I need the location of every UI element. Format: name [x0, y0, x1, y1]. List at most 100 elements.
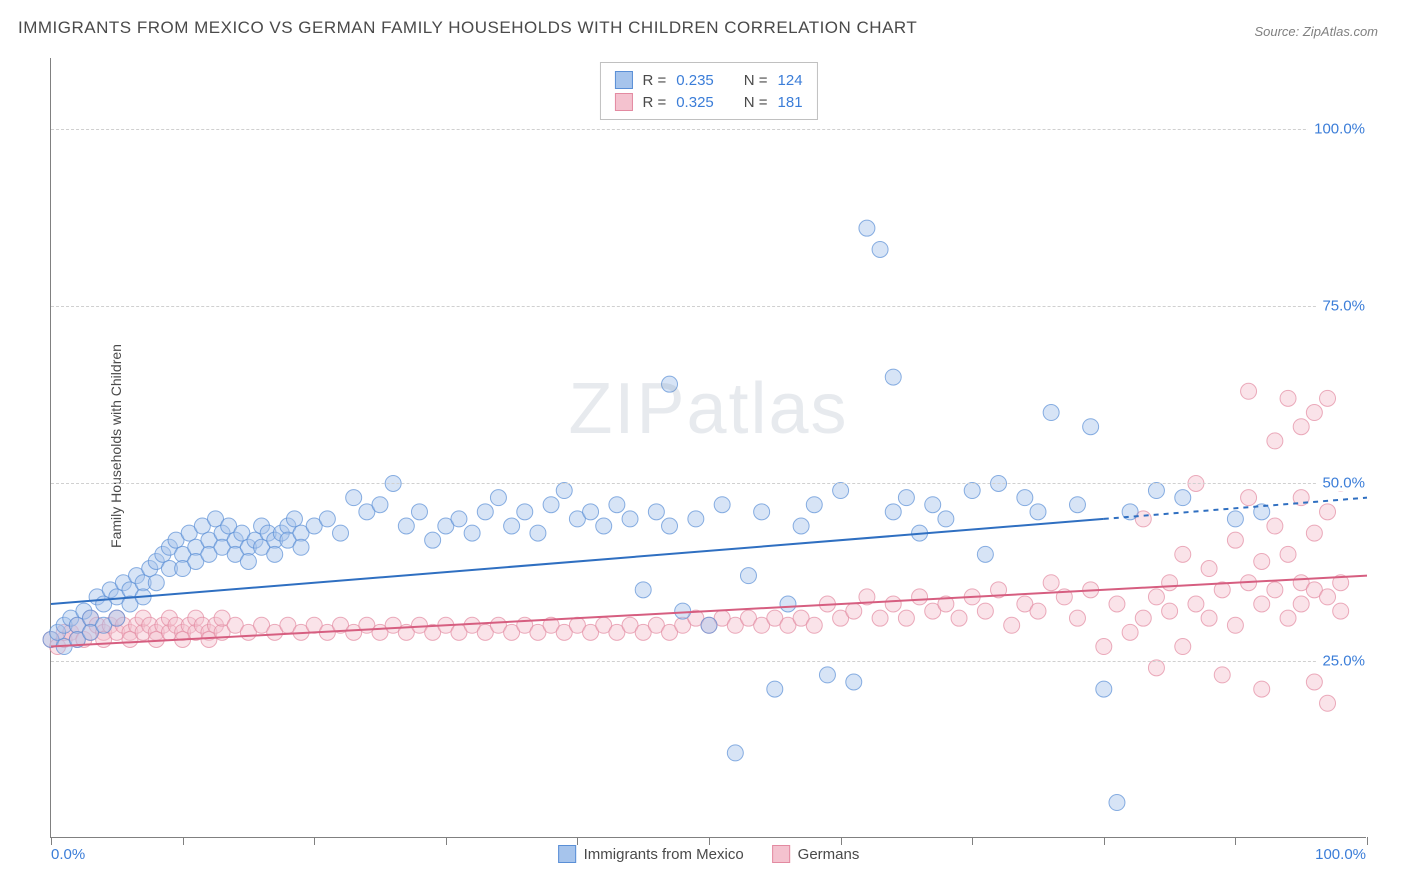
scatter-point: [1306, 525, 1322, 541]
scatter-point: [1227, 617, 1243, 633]
scatter-point: [1148, 483, 1164, 499]
scatter-point: [1254, 681, 1270, 697]
scatter-point: [596, 518, 612, 534]
y-tick-label: 25.0%: [1316, 652, 1371, 669]
x-tick: [183, 837, 184, 845]
scatter-point: [648, 504, 664, 520]
scatter-point: [1162, 603, 1178, 619]
scatter-point: [885, 504, 901, 520]
x-tick: [972, 837, 973, 845]
scatter-point: [872, 241, 888, 257]
scatter-point: [1227, 511, 1243, 527]
scatter-point: [846, 674, 862, 690]
scatter-point: [293, 539, 309, 555]
scatter-point: [1280, 546, 1296, 562]
scatter-point: [1188, 596, 1204, 612]
scatter-point: [1320, 695, 1336, 711]
legend-item-label-1: Germans: [798, 846, 860, 863]
n-label: N =: [744, 94, 768, 111]
scatter-point: [411, 504, 427, 520]
correlation-legend: R = 0.235 N = 124 R = 0.325 N = 181: [599, 62, 817, 120]
x-tick: [1104, 837, 1105, 845]
r-value-1: 0.325: [676, 94, 714, 111]
scatter-point: [662, 376, 678, 392]
gridline: [51, 306, 1366, 307]
scatter-point: [701, 617, 717, 633]
scatter-point: [425, 532, 441, 548]
scatter-point: [1148, 660, 1164, 676]
scatter-point: [1069, 610, 1085, 626]
scatter-point: [1201, 561, 1217, 577]
scatter-point: [504, 518, 520, 534]
scatter-point: [1004, 617, 1020, 633]
scatter-point: [1227, 532, 1243, 548]
scatter-point: [1306, 674, 1322, 690]
scatter-point: [1254, 596, 1270, 612]
n-label: N =: [744, 72, 768, 89]
scatter-point: [1148, 589, 1164, 605]
scatter-point: [1030, 504, 1046, 520]
scatter-point: [767, 681, 783, 697]
scatter-point: [583, 504, 599, 520]
scatter-point: [240, 553, 256, 569]
scatter-point: [372, 497, 388, 513]
scatter-point: [556, 483, 572, 499]
scatter-point: [1175, 546, 1191, 562]
scatter-point: [780, 596, 796, 612]
scatter-point: [819, 667, 835, 683]
scatter-point: [1175, 639, 1191, 655]
scatter-point: [1096, 639, 1112, 655]
legend-item-1: Germans: [772, 845, 860, 863]
scatter-point: [1043, 575, 1059, 591]
scatter-point: [109, 610, 125, 626]
scatter-point: [1267, 433, 1283, 449]
scatter-point: [477, 504, 493, 520]
scatter-point: [543, 497, 559, 513]
scatter-point: [1320, 589, 1336, 605]
scatter-point: [740, 568, 756, 584]
scatter-point: [833, 483, 849, 499]
scatter-point: [1135, 610, 1151, 626]
scatter-point: [464, 525, 480, 541]
r-value-0: 0.235: [676, 72, 714, 89]
x-tick: [1235, 837, 1236, 845]
scatter-point: [885, 596, 901, 612]
legend-row-series-1: R = 0.325 N = 181: [614, 91, 802, 113]
scatter-point: [925, 497, 941, 513]
legend-item-0: Immigrants from Mexico: [558, 845, 744, 863]
scatter-point: [872, 610, 888, 626]
scatter-point: [1122, 624, 1138, 640]
scatter-point: [1306, 405, 1322, 421]
scatter-point: [622, 511, 638, 527]
x-tick: [709, 837, 710, 845]
scatter-point: [885, 369, 901, 385]
scatter-point: [517, 504, 533, 520]
scatter-point: [912, 589, 928, 605]
scatter-point: [1320, 390, 1336, 406]
scatter-point: [333, 525, 349, 541]
scatter-point: [286, 511, 302, 527]
y-tick-label: 75.0%: [1316, 298, 1371, 315]
scatter-point: [490, 490, 506, 506]
scatter-point: [1109, 795, 1125, 811]
scatter-point: [977, 546, 993, 562]
x-tick: [51, 837, 52, 845]
scatter-point: [1241, 383, 1257, 399]
r-label: R =: [642, 94, 666, 111]
legend-bottom-swatch-0: [558, 845, 576, 863]
n-value-1: 181: [778, 94, 803, 111]
scatter-point: [727, 745, 743, 761]
scatter-point: [754, 504, 770, 520]
x-tick: [446, 837, 447, 845]
scatter-point: [806, 617, 822, 633]
scatter-point: [846, 603, 862, 619]
scatter-point: [1162, 575, 1178, 591]
scatter-point: [964, 483, 980, 499]
x-tick: [314, 837, 315, 845]
chart-title: IMMIGRANTS FROM MEXICO VS GERMAN FAMILY …: [18, 18, 917, 38]
scatter-point: [1293, 419, 1309, 435]
scatter-point: [1333, 603, 1349, 619]
legend-swatch-1: [614, 93, 632, 111]
x-axis-start-label: 0.0%: [51, 846, 85, 863]
scatter-point: [688, 511, 704, 527]
